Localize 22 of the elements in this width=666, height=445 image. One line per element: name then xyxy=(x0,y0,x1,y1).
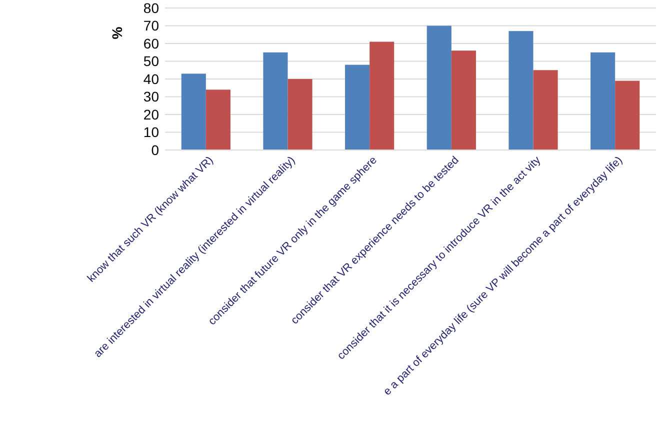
y-tick-label: 30 xyxy=(143,88,160,105)
bar xyxy=(451,50,476,150)
y-tick-label: 20 xyxy=(143,106,160,122)
bar xyxy=(533,70,558,150)
y-tick-label: 50 xyxy=(143,53,160,70)
bar xyxy=(615,80,640,150)
bar xyxy=(370,42,394,150)
bar xyxy=(426,26,452,150)
y-tick-label: 60 xyxy=(143,35,160,52)
bar xyxy=(263,52,288,150)
bar xyxy=(508,31,534,150)
y-tick-label: 0 xyxy=(151,142,160,158)
bar xyxy=(181,74,206,150)
y-tick-label: 40 xyxy=(143,70,160,87)
bar xyxy=(590,52,616,150)
bar xyxy=(345,64,370,150)
y-tick-label: 70 xyxy=(143,18,160,34)
y-tick-label: 80 xyxy=(143,0,160,16)
y-axis-title: % xyxy=(109,26,125,40)
bar xyxy=(288,79,312,150)
y-tick-label: 10 xyxy=(143,124,160,140)
bar xyxy=(206,90,230,150)
